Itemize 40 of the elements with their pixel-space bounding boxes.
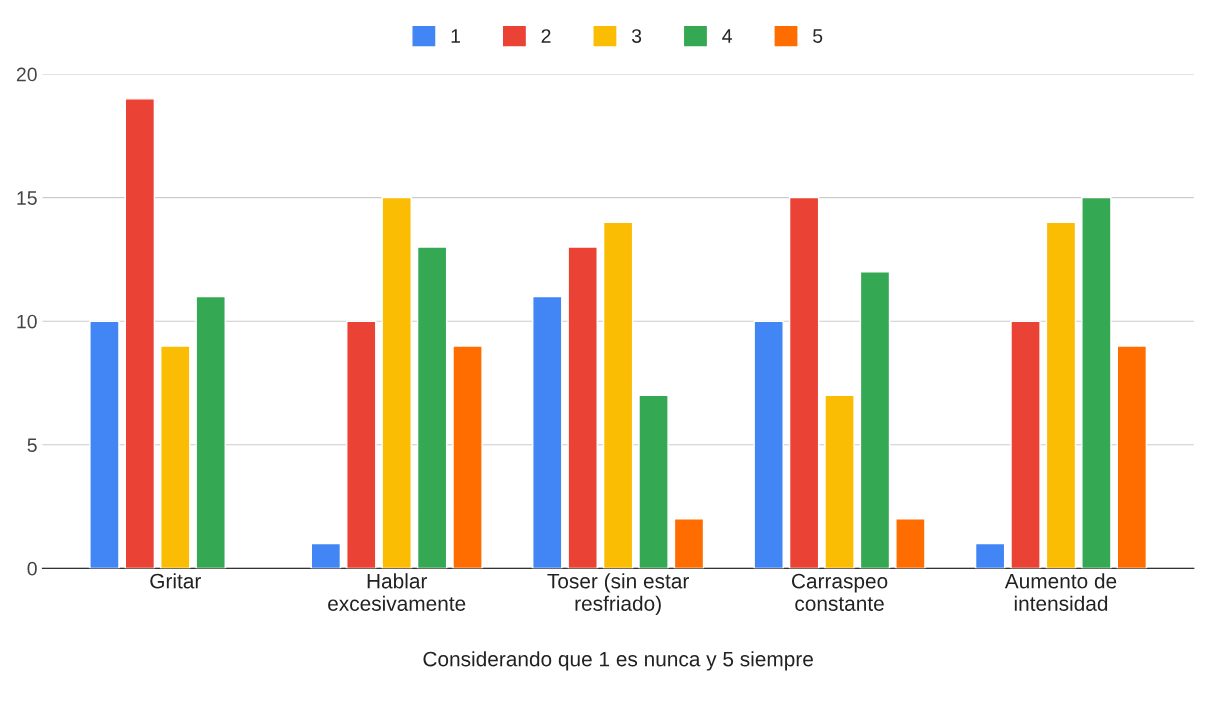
bar <box>346 320 377 569</box>
y-tick-label: 10 <box>17 314 37 329</box>
bar <box>416 246 448 569</box>
bar <box>895 518 926 569</box>
bar <box>567 246 598 569</box>
bar <box>602 221 634 569</box>
bar <box>1081 196 1112 569</box>
legend-label: 1 <box>451 29 460 43</box>
bar <box>638 394 669 569</box>
legend-label: 3 <box>631 29 642 43</box>
y-tick-label: 15 <box>17 191 37 205</box>
bar <box>160 345 191 569</box>
legend-label: 5 <box>813 29 823 43</box>
bar <box>1116 345 1148 569</box>
bar <box>788 196 820 569</box>
bar <box>310 542 342 569</box>
bar <box>824 394 855 569</box>
bar <box>673 518 705 569</box>
x-tick-label: Carraspeo constante <box>791 573 888 611</box>
bar <box>974 542 1006 569</box>
x-tick-label: Aumento de intensidad <box>1004 573 1117 611</box>
bar <box>452 345 483 569</box>
x-tick-label: Gritar <box>150 573 201 589</box>
x-axis-title: Considerando que 1 es nunca y 5 siempre <box>423 651 813 671</box>
bar <box>89 320 120 569</box>
bar <box>381 196 412 569</box>
bar <box>124 98 156 569</box>
x-tick-label: Hablar excesivamente <box>328 573 466 611</box>
y-tick-label: 0 <box>27 561 37 576</box>
y-tick-label: 5 <box>27 438 37 453</box>
bar <box>859 271 891 569</box>
x-tick-label: Toser (sin estar resfriado) <box>547 573 689 616</box>
bar <box>1010 320 1041 569</box>
legend-label: 2 <box>541 29 551 43</box>
bar <box>532 295 563 569</box>
bar <box>195 295 226 569</box>
bar <box>753 320 784 569</box>
bar <box>1045 221 1077 569</box>
y-tick-label: 20 <box>16 67 37 82</box>
legend-label: 4 <box>722 29 732 43</box>
